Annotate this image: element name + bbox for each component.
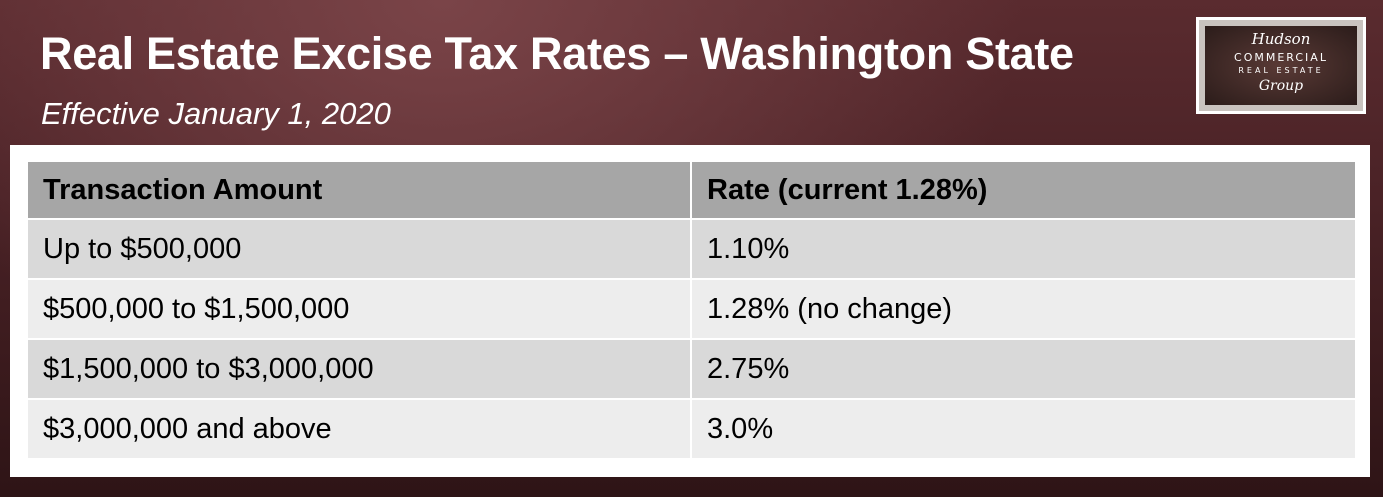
logo-text-group: Group: [1258, 78, 1304, 94]
column-header-transaction-amount: Transaction Amount: [26, 160, 692, 220]
transaction-amount-cell: $1,500,000 to $3,000,000: [26, 338, 692, 400]
table-row: Up to $500,000 1.10%: [26, 218, 1357, 280]
column-header-rate: Rate (current 1.28%): [690, 160, 1357, 220]
company-logo: Hudson COMMERCIAL REAL ESTATE Group: [1196, 17, 1366, 114]
logo-frame: Hudson COMMERCIAL REAL ESTATE Group: [1199, 20, 1363, 111]
logo-text-hudson: Hudson: [1251, 30, 1311, 48]
page-subtitle: Effective January 1, 2020: [41, 96, 391, 131]
transaction-amount-cell: $3,000,000 and above: [26, 398, 692, 460]
rate-cell: 1.28% (no change): [690, 278, 1357, 340]
logo-text-real-estate: REAL ESTATE: [1238, 66, 1324, 75]
tax-rate-table-panel: Transaction Amount Rate (current 1.28%) …: [10, 145, 1370, 477]
page-title: Real Estate Excise Tax Rates – Washingto…: [40, 28, 1074, 79]
table-row: $500,000 to $1,500,000 1.28% (no change): [26, 278, 1357, 340]
rate-cell: 3.0%: [690, 398, 1357, 460]
rate-cell: 2.75%: [690, 338, 1357, 400]
table-row: $3,000,000 and above 3.0%: [26, 398, 1357, 460]
tax-rate-table: Transaction Amount Rate (current 1.28%) …: [26, 160, 1357, 460]
rate-cell: 1.10%: [690, 218, 1357, 280]
table-header-row: Transaction Amount Rate (current 1.28%): [26, 160, 1357, 220]
transaction-amount-cell: $500,000 to $1,500,000: [26, 278, 692, 340]
logo-text-commercial: COMMERCIAL: [1234, 51, 1328, 64]
table-row: $1,500,000 to $3,000,000 2.75%: [26, 338, 1357, 400]
transaction-amount-cell: Up to $500,000: [26, 218, 692, 280]
